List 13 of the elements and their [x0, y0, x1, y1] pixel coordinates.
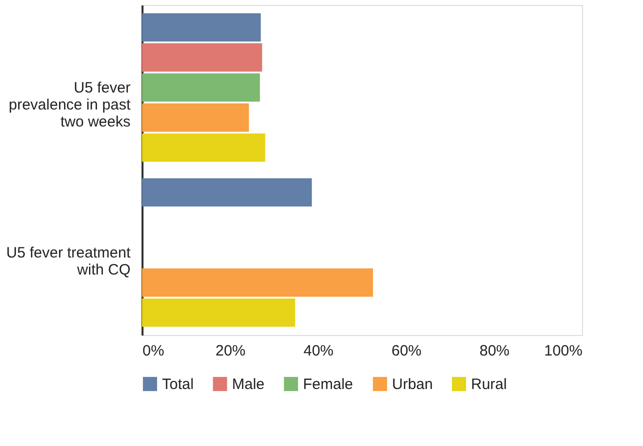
legend-label: Rural — [471, 376, 507, 393]
legend-label: Urban — [392, 376, 433, 393]
x-tick-label: 20% — [215, 342, 246, 360]
x-tick-label: 80% — [479, 342, 510, 360]
y-tick-label: U5 fever prevalence in past two weeks — [8, 80, 132, 130]
y-tick-label: U5 fever treatment with CQ — [6, 244, 132, 278]
legend-label: Total — [162, 376, 194, 393]
x-tick-label: 0% — [142, 342, 164, 360]
legend-label: Female — [303, 376, 354, 393]
legend-label: Male — [232, 376, 265, 393]
x-tick-label: 40% — [303, 342, 334, 360]
x-tick-label: 100% — [544, 342, 582, 360]
x-tick-label: 60% — [391, 342, 422, 360]
